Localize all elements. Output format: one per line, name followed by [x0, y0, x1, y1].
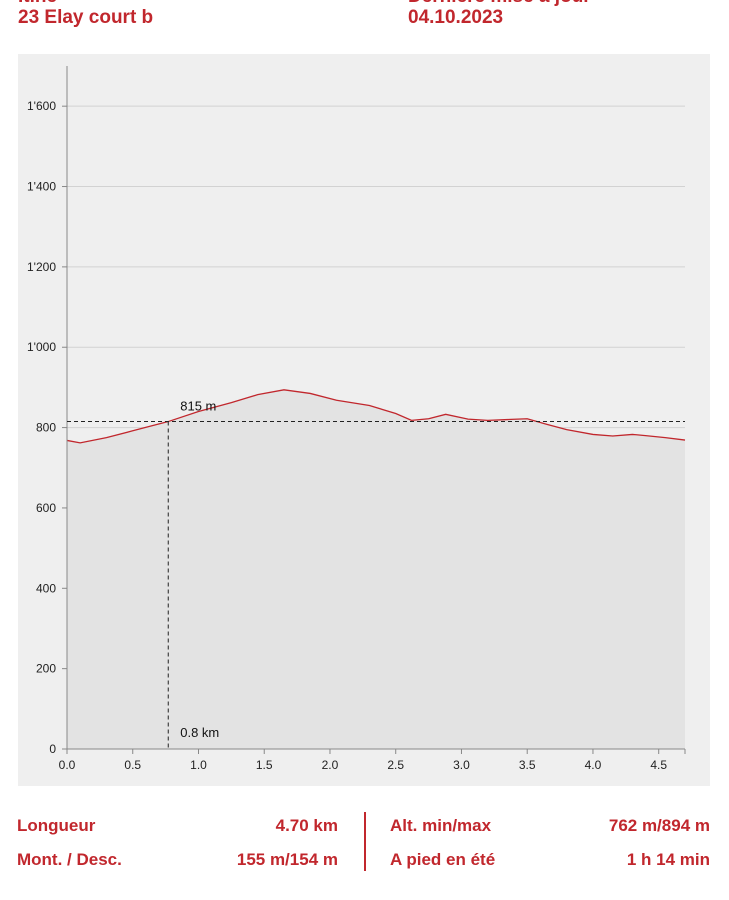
x-tick-label: 3.0 [453, 758, 470, 772]
stats-divider [364, 812, 366, 871]
x-tick-label: 3.5 [519, 758, 536, 772]
y-tick-label: 1'600 [27, 99, 56, 113]
altitude-value: 762 m/894 m [608, 816, 710, 835]
walk-time-value: 1 h 14 min [626, 850, 710, 869]
updown-label: Mont. / Desc. [17, 850, 122, 869]
length-value: 4.70 km [275, 816, 338, 835]
x-tick-label: 2.5 [387, 758, 404, 772]
route-stats: Longueur 4.70 km Mont. / Desc. 155 m/154… [0, 800, 729, 880]
marker-elevation-label: 815 m [180, 399, 216, 414]
y-tick-label: 800 [36, 421, 56, 435]
x-tick-label: 4.0 [585, 758, 602, 772]
x-tick-label: 0.0 [59, 758, 76, 772]
elevation-area [67, 389, 685, 749]
walk-time-label: A pied en été [390, 850, 496, 869]
y-tick-label: 1'400 [27, 180, 56, 194]
length-label: Longueur [17, 816, 96, 835]
x-tick-label: 0.5 [124, 758, 141, 772]
y-tick-label: 200 [36, 662, 56, 676]
y-tick-label: 0 [49, 742, 56, 756]
marker-distance-label: 0.8 km [180, 725, 219, 740]
y-tick-label: 600 [36, 501, 56, 515]
x-tick-label: 1.0 [190, 758, 207, 772]
x-tick-label: 2.0 [322, 758, 339, 772]
y-tick-label: 1'200 [27, 260, 56, 274]
route-title: 23 Elay court b [18, 7, 154, 28]
partial-heading-right: Dernière mise à jour [408, 0, 591, 8]
x-tick-label: 4.5 [650, 758, 667, 772]
elevation-profile-chart[interactable]: 0 200 400 600 800 1'000 1'200 1'400 1'600 0.0 0.5 1… [18, 54, 710, 786]
x-tick-label: 1.5 [256, 758, 273, 772]
altitude-label: Alt. min/max [390, 816, 492, 835]
elevation-chart-panel: 0 200 400 600 800 1'000 1'200 1'400 1'600 0.0 0.5 1… [18, 54, 710, 786]
partial-heading-left: Itiné [18, 0, 57, 8]
updown-value: 155 m/154 m [236, 850, 338, 869]
y-tick-label: 400 [36, 581, 56, 595]
update-date: 04.10.2023 [408, 7, 504, 28]
y-tick-label: 1'000 [27, 340, 56, 354]
elevation-line [66, 389, 686, 444]
